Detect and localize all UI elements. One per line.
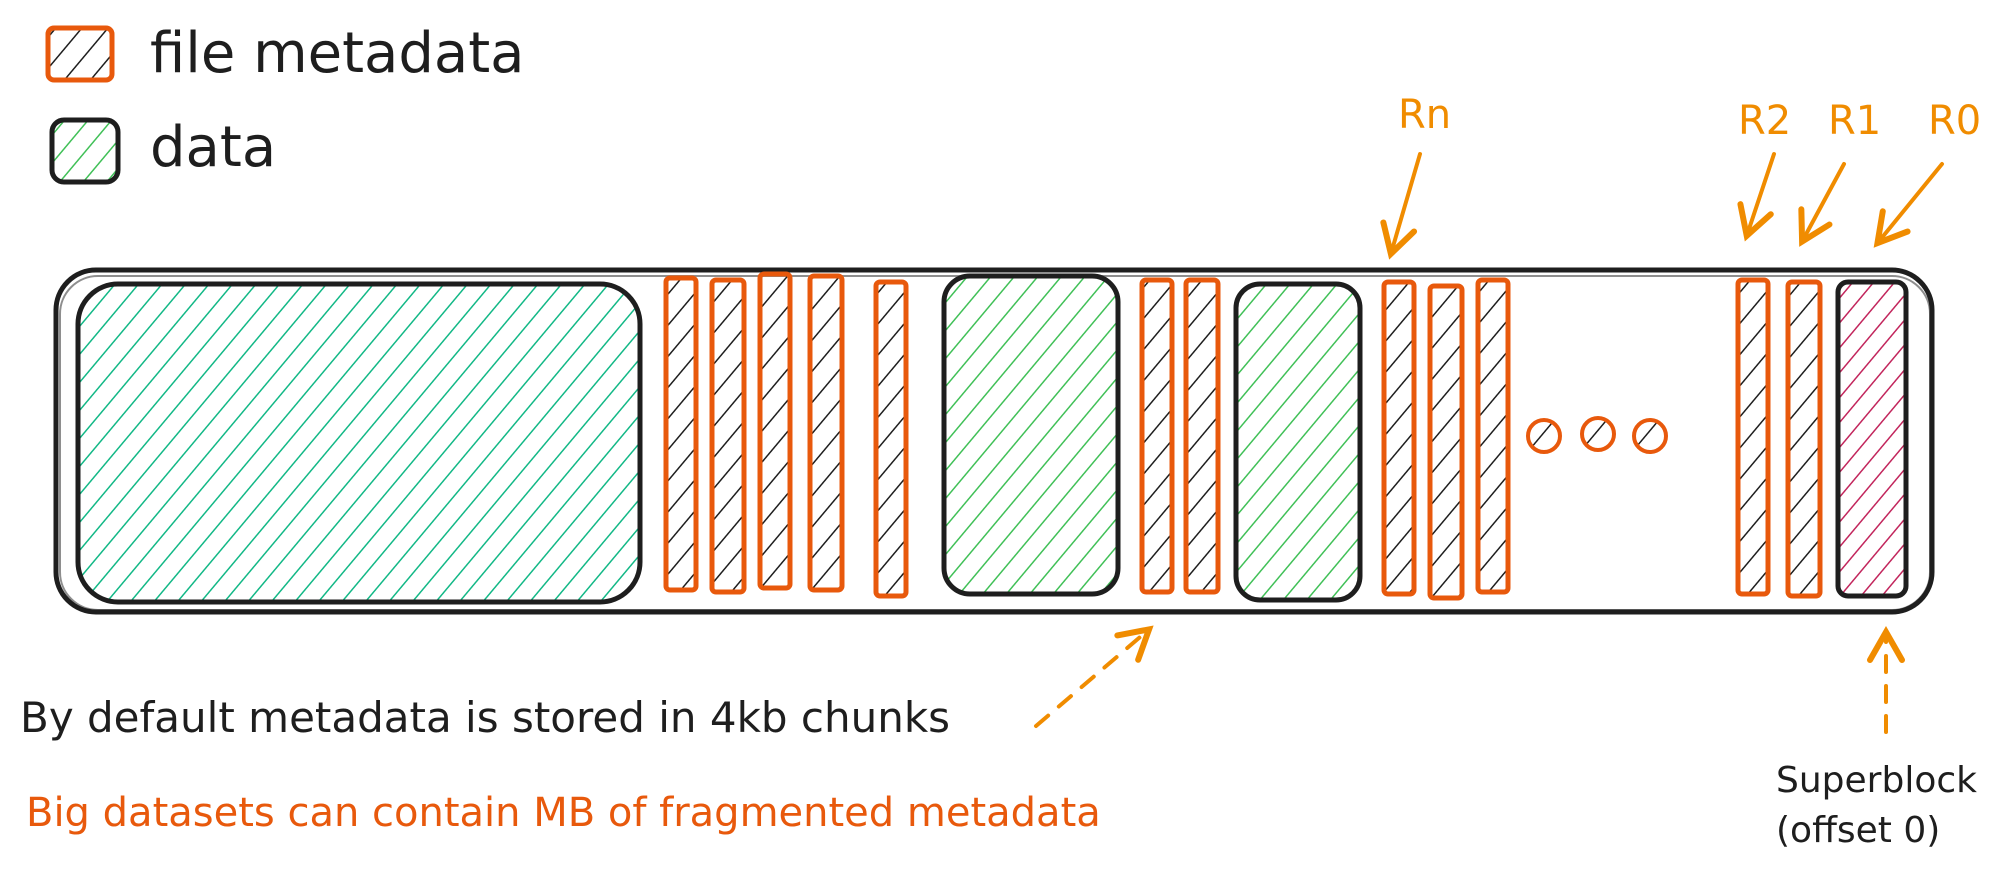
metadata-chunk xyxy=(1475,277,1511,595)
arrow-r1 xyxy=(1798,162,1846,247)
metadata-chunk-r2 xyxy=(1735,277,1771,597)
legend-data-swatch xyxy=(49,117,121,185)
ellipsis-dot xyxy=(1632,418,1668,454)
chunk-note: By default metadata is stored in 4kb chu… xyxy=(20,693,950,742)
label-r1: R1 xyxy=(1828,98,1881,144)
legend-metadata-swatch xyxy=(45,25,115,83)
legend-metadata-label: file metadata xyxy=(150,21,525,86)
arrow-rn xyxy=(1380,152,1422,260)
metadata-chunk xyxy=(757,271,793,591)
arrow-r2 xyxy=(1737,152,1776,242)
ellipsis-dot xyxy=(1526,418,1562,454)
metadata-chunks-group-4 xyxy=(1735,277,1823,599)
data-block-small xyxy=(1233,281,1363,603)
metadata-chunk xyxy=(1183,277,1221,595)
superblock-label-line2: (offset 0) xyxy=(1776,810,1940,851)
legend-data-label: data xyxy=(150,115,276,180)
data-block-large xyxy=(75,281,643,605)
arrow-r0 xyxy=(1873,162,1944,248)
label-arrows xyxy=(1380,152,1944,260)
file-container xyxy=(53,267,1935,615)
superblock-block xyxy=(1835,279,1909,599)
metadata-chunk xyxy=(1139,277,1175,595)
metadata-chunks-group-1 xyxy=(663,271,909,599)
metadata-chunk xyxy=(807,273,845,593)
label-r0: R0 xyxy=(1928,98,1981,144)
superblock-label-line1: Superblock xyxy=(1776,760,1977,801)
metadata-chunk xyxy=(1381,279,1417,597)
metadata-chunk xyxy=(709,277,747,595)
metadata-chunk xyxy=(1427,283,1465,601)
label-r2: R2 xyxy=(1738,98,1791,144)
ellipsis-dot xyxy=(1580,416,1616,452)
legend: file metadata data xyxy=(45,21,525,185)
label-rn: Rn xyxy=(1398,92,1451,138)
metadata-chunks-group-3 xyxy=(1381,277,1511,601)
arrow-chunk-note xyxy=(1034,625,1154,728)
metadata-chunks-group-2 xyxy=(1139,277,1221,595)
metadata-chunk xyxy=(873,279,909,599)
data-block-medium xyxy=(941,273,1121,597)
metadata-chunk xyxy=(663,275,699,593)
fragmentation-note: Big datasets can contain MB of fragmente… xyxy=(26,790,1101,836)
ellipsis xyxy=(1526,416,1668,454)
metadata-chunk-r1 xyxy=(1785,279,1823,599)
